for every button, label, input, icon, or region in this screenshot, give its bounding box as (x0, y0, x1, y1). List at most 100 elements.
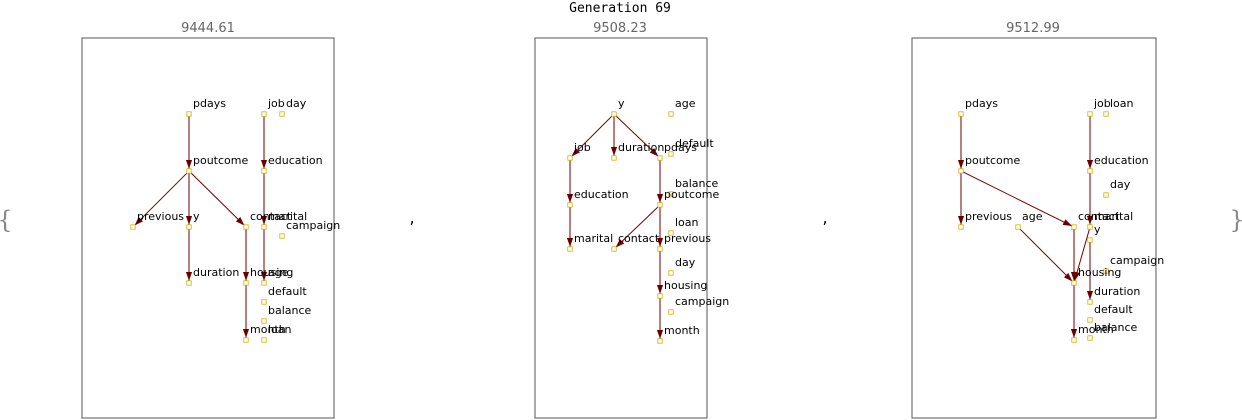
node-label-y: y (193, 210, 200, 223)
edge-poutcome-to-previous (134, 172, 188, 226)
node-label-loan: loan (268, 323, 292, 336)
node-label-month: month (1078, 323, 1114, 336)
node-pdays (958, 111, 964, 117)
edge-poutcome-to-contact (190, 172, 245, 226)
node-layer: pdays job day poutcome education previous y con… (130, 97, 340, 343)
node-poutcome (186, 168, 192, 174)
node-day (668, 270, 674, 276)
edge-poutcome-to-contact (962, 171, 1073, 227)
node-day (1103, 192, 1109, 198)
node-label-duration: duration (1094, 285, 1140, 298)
node-label-default: default (675, 137, 714, 150)
node-marital (567, 246, 573, 252)
node-contact (243, 224, 249, 230)
open-brace: { (0, 206, 13, 234)
node-label-y: y (1094, 223, 1101, 236)
edge-layer (566, 115, 664, 339)
node-campaign (279, 233, 285, 239)
node-label-marital: marital (268, 210, 307, 223)
node-loan (1103, 111, 1109, 117)
node-previous (958, 224, 964, 230)
node-loan (668, 230, 674, 236)
node-contact (1071, 224, 1077, 230)
node-y (186, 224, 192, 230)
node-label-housing: housing (1078, 266, 1121, 279)
node-loan (261, 337, 267, 343)
edge-age-to-housing (1019, 228, 1073, 282)
node-label-education: education (574, 188, 629, 201)
node-housing (243, 280, 249, 286)
node-campaign (1103, 268, 1109, 274)
network-frame (81, 37, 335, 419)
node-default (668, 151, 674, 157)
node-label-default: default (1094, 303, 1133, 316)
node-balance (1087, 335, 1093, 341)
node-duration (611, 155, 617, 161)
edge-marital-to-housing (1074, 228, 1090, 282)
node-label-y: y (618, 97, 625, 110)
node-month (243, 337, 249, 343)
node-label-balance: balance (1094, 321, 1138, 334)
node-label-campaign: campaign (1110, 254, 1164, 267)
node-duration (186, 280, 192, 286)
node-label-day: day (1110, 178, 1131, 191)
node-age (261, 280, 267, 286)
node-month (1071, 337, 1077, 343)
node-marital (1087, 224, 1093, 230)
network-frame (534, 37, 708, 419)
node-housing (657, 293, 663, 299)
node-job (567, 155, 573, 161)
node-previous (130, 224, 136, 230)
node-label-age: age (268, 266, 289, 279)
node-label-loan: loan (1110, 97, 1134, 110)
node-age (668, 111, 674, 117)
node-label-education: education (1094, 154, 1149, 167)
node-age (1015, 224, 1021, 230)
node-job (261, 111, 267, 117)
node-poutcome (657, 202, 663, 208)
node-job (1087, 111, 1093, 117)
node-label-poutcome: poutcome (965, 154, 1020, 167)
node-duration (1087, 299, 1093, 305)
node-label-campaign: campaign (675, 295, 729, 308)
node-contact (611, 246, 617, 252)
node-label-housing: housing (250, 266, 293, 279)
node-balance (261, 318, 267, 324)
node-label-day: day (675, 256, 696, 269)
network-score: 9512.99 (1006, 21, 1060, 36)
list-separator: , (409, 208, 414, 227)
node-label-age: age (675, 97, 696, 110)
node-month (657, 338, 663, 344)
node-day (279, 111, 285, 117)
node-label-duration: duration (193, 266, 239, 279)
node-label-previous: previous (664, 232, 711, 245)
node-poutcome (958, 168, 964, 174)
node-label-job: job (573, 141, 591, 154)
node-y (611, 111, 617, 117)
node-label-job: job (267, 97, 285, 110)
node-label-previous: previous (137, 210, 184, 223)
network-score: 9444.61 (181, 21, 235, 36)
edge-y-to-pdays (615, 115, 659, 157)
node-label-day: day (286, 97, 307, 110)
network-score: 9508.23 (593, 21, 647, 36)
node-label-loan: loan (675, 216, 699, 229)
node-label-campaign: campaign (286, 219, 340, 232)
node-education (1087, 168, 1093, 174)
network-panel: 9444.61 pdays job day poutcome education prev… (81, 21, 340, 419)
node-label-previous: previous (965, 210, 1012, 223)
network-panel: 9512.99 pdays job loan poutcome education day… (911, 21, 1164, 419)
node-education (567, 202, 573, 208)
node-label-balance: balance (268, 304, 312, 317)
node-label-job: job (1093, 97, 1111, 110)
node-label-default: default (268, 285, 307, 298)
node-label-marital: marital (574, 232, 613, 245)
node-label-balance: balance (675, 177, 719, 190)
node-label-poutcome: poutcome (664, 188, 719, 201)
node-default (1087, 317, 1093, 323)
close-brace: } (1229, 206, 1242, 234)
node-housing (1071, 280, 1077, 286)
